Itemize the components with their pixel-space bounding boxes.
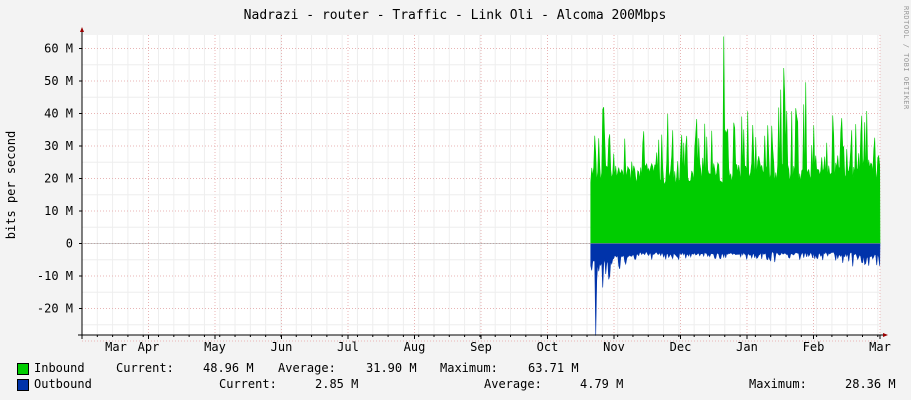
legend-swatch-inbound [17,363,29,375]
legend-name-outbound: Outbound [34,377,92,391]
axes [78,27,888,339]
legend-name-inbound: Inbound [34,361,85,375]
y-tick-labels: 60 M 50 M 40 M 30 M 20 M 10 M 0 -10 M -20 M [37,42,73,316]
x-tick-label: Aug [404,340,426,354]
outbound-maximum-value: 28.36 M [845,377,896,391]
x-tick-label: Nov [603,340,625,354]
traffic-areas [590,36,881,336]
inbound-maximum-label: Maximum: [440,361,498,375]
y-tick-label: 50 M [44,74,73,88]
legend-inbound: Inbound Current: 48.96 M Average: 31.90 … [0,360,911,376]
inbound-current-value: 48.96 M [203,361,254,375]
outbound-current-label: Current: [219,377,277,391]
inbound-average-value: 31.90 M [366,361,417,375]
y-tick-label: 0 [66,237,73,251]
x-tick-label: Mar [105,340,127,354]
x-tick-label: Feb [803,340,825,354]
outbound-average-value: 4.79 M [580,377,624,391]
outbound-maximum-label: Maximum: [749,377,807,391]
inbound-maximum-value: 63.71 M [528,361,579,375]
y-tick-label: 30 M [44,139,73,153]
legend-outbound: Outbound Current: 2.85 M Average: 4.79 M… [0,376,911,392]
legend-swatch-outbound [17,379,29,391]
x-tick-label: Apr [138,340,160,354]
y-tick-label: -10 M [37,269,73,283]
area-outbound [590,243,881,336]
traffic-chart: 60 M 50 M 40 M 30 M 20 M 10 M 0 -10 M -20 M Mar A… [4,8,891,354]
x-tick-label: Jan [736,340,758,354]
x-tick-label: May [204,340,226,354]
x-tick-labels: Mar Apr May Jun Jul Aug Sep Oct Nov Dec Jan Feb Mar [105,340,891,354]
y-tick-label: 20 M [44,172,73,186]
y-tick-label: 60 M [44,42,73,56]
outbound-current-value: 2.85 M [315,377,359,391]
inbound-average-label: Average: [278,361,336,375]
x-tick-label: Mar [869,340,891,354]
y-tick-label: 40 M [44,107,73,121]
x-tick-label: Oct [537,340,559,354]
inbound-current-label: Current: [116,361,174,375]
y-tick-label: -20 M [37,302,73,316]
x-tick-label: Jun [271,340,293,354]
y-tick-label: 10 M [44,204,73,218]
y-axis-arrow [80,27,84,32]
area-inbound [590,36,881,244]
y-axis-label: bits per second [4,131,18,239]
chart-title: Nadrazi - router - Traffic - Link Oli - … [244,8,667,23]
x-tick-label: Dec [670,340,692,354]
x-tick-label: Jul [337,340,359,354]
x-tick-label: Sep [470,340,492,354]
x-axis-arrow [883,333,888,337]
rrdtool-watermark: RRDTOOL / TOBI OETIKER [902,6,910,110]
outbound-average-label: Average: [484,377,542,391]
